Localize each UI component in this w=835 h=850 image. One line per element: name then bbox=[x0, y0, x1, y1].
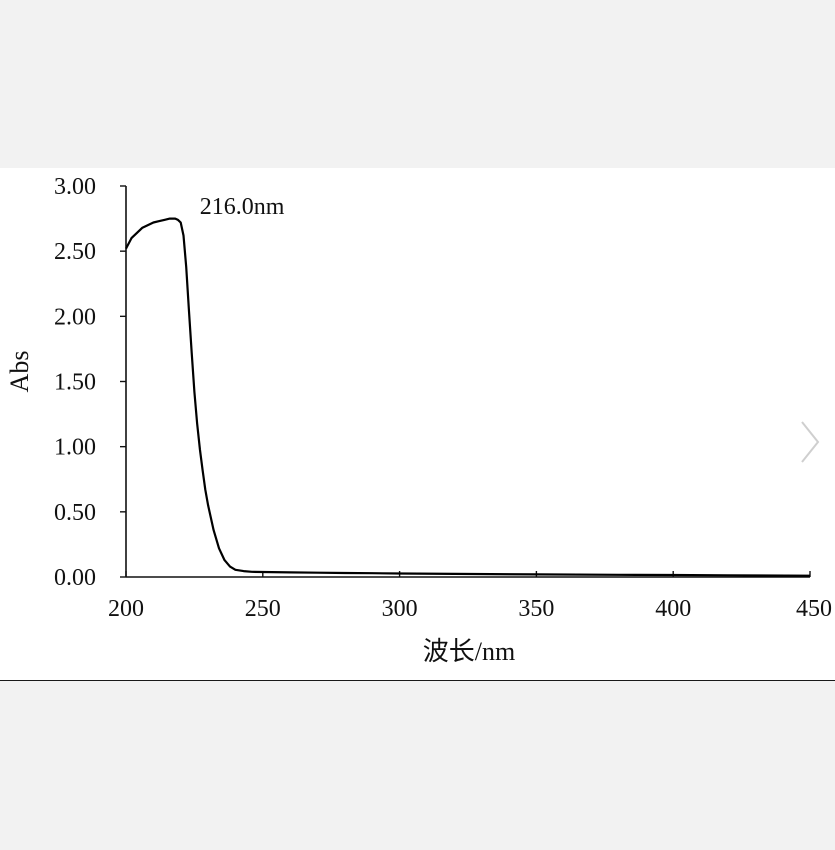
x-axis-ticks: 200 250 300 350 400 450 bbox=[108, 571, 832, 622]
chart-panel: 0.00 0.50 1.00 1.50 2.00 2.50 3.00 200 250 300 35… bbox=[0, 168, 835, 681]
chart: 0.00 0.50 1.00 1.50 2.00 2.50 3.00 200 250 300 35… bbox=[5, 174, 832, 666]
y-tick-label: 0.50 bbox=[54, 500, 96, 526]
x-tick-label: 350 bbox=[518, 596, 554, 622]
x-axis-title: 波长/nm bbox=[423, 637, 515, 666]
y-tick-label: 1.00 bbox=[54, 435, 96, 461]
y-tick-label: 1.50 bbox=[54, 370, 96, 396]
y-axis-title: Abs bbox=[5, 351, 34, 393]
peak-annotation: 216.0nm bbox=[200, 194, 285, 220]
y-axis-ticks: 0.00 0.50 1.00 1.50 2.00 2.50 3.00 bbox=[54, 174, 126, 591]
y-tick-label: 2.00 bbox=[54, 304, 96, 330]
x-tick-label: 300 bbox=[382, 596, 418, 622]
x-tick-label: 400 bbox=[655, 596, 691, 622]
y-tick-label: 0.00 bbox=[54, 565, 96, 591]
x-tick-label: 200 bbox=[108, 596, 144, 622]
absorbance-curve bbox=[125, 217, 811, 577]
y-tick-label: 2.50 bbox=[54, 239, 96, 265]
x-tick-label: 450 bbox=[796, 596, 832, 622]
x-tick-label: 250 bbox=[245, 596, 281, 622]
chevron-right-icon[interactable] bbox=[799, 420, 821, 464]
y-tick-label: 3.00 bbox=[54, 174, 96, 200]
